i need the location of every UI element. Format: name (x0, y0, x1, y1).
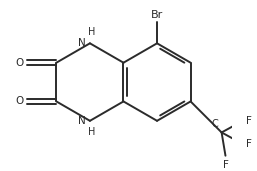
Text: F: F (223, 160, 228, 170)
Text: Br: Br (151, 10, 163, 20)
Text: N: N (78, 116, 86, 126)
Text: F: F (246, 116, 252, 126)
Text: N: N (78, 38, 86, 48)
Text: O: O (15, 96, 23, 106)
Text: H: H (88, 27, 95, 37)
Text: H: H (88, 127, 95, 137)
Text: O: O (15, 58, 23, 68)
Text: C: C (212, 119, 218, 129)
Text: F: F (246, 139, 252, 149)
